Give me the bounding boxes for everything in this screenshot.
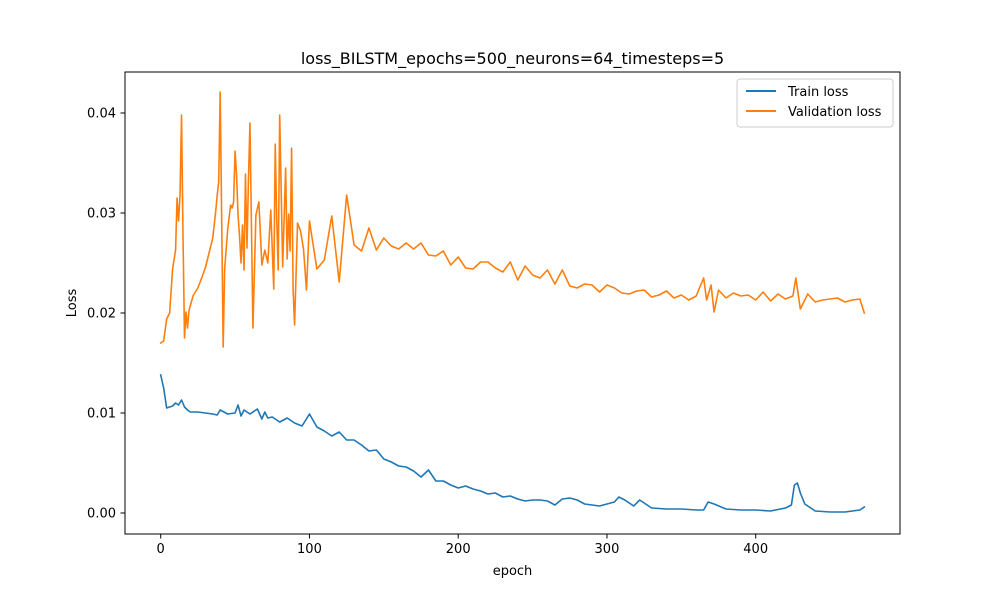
x-tick-label: 400 [743, 542, 768, 557]
x-tick-label: 0 [157, 542, 165, 557]
y-axis-label: Loss [65, 289, 80, 318]
x-tick-label: 100 [297, 542, 322, 557]
x-tick-label: 200 [446, 542, 471, 557]
y-tick-label: 0.00 [87, 507, 116, 522]
x-axis-ticks: 0 100 200 300 400 [157, 534, 768, 557]
series-line-validation-loss [159, 91, 866, 348]
y-tick-label: 0.03 [87, 207, 116, 222]
chart-title: loss_BILSTM_epochs=500_neurons=64_timest… [301, 49, 724, 69]
y-axis-ticks: 0.00 0.01 0.02 0.03 0.04 [87, 107, 125, 522]
y-tick-label: 0.04 [87, 107, 116, 122]
plot-area-frame [124, 71, 901, 535]
series-layer [159, 91, 866, 513]
y-tick-label: 0.02 [87, 307, 116, 322]
legend-label-validation-loss: Validation loss [788, 105, 882, 120]
legend-label-train-loss: Train loss [787, 85, 849, 100]
series-line-train-loss [159, 374, 866, 513]
x-tick-label: 300 [595, 542, 620, 557]
y-tick-label: 0.01 [87, 407, 116, 422]
x-axis-label: epoch [493, 564, 533, 579]
legend: Train loss Validation loss [736, 78, 894, 128]
